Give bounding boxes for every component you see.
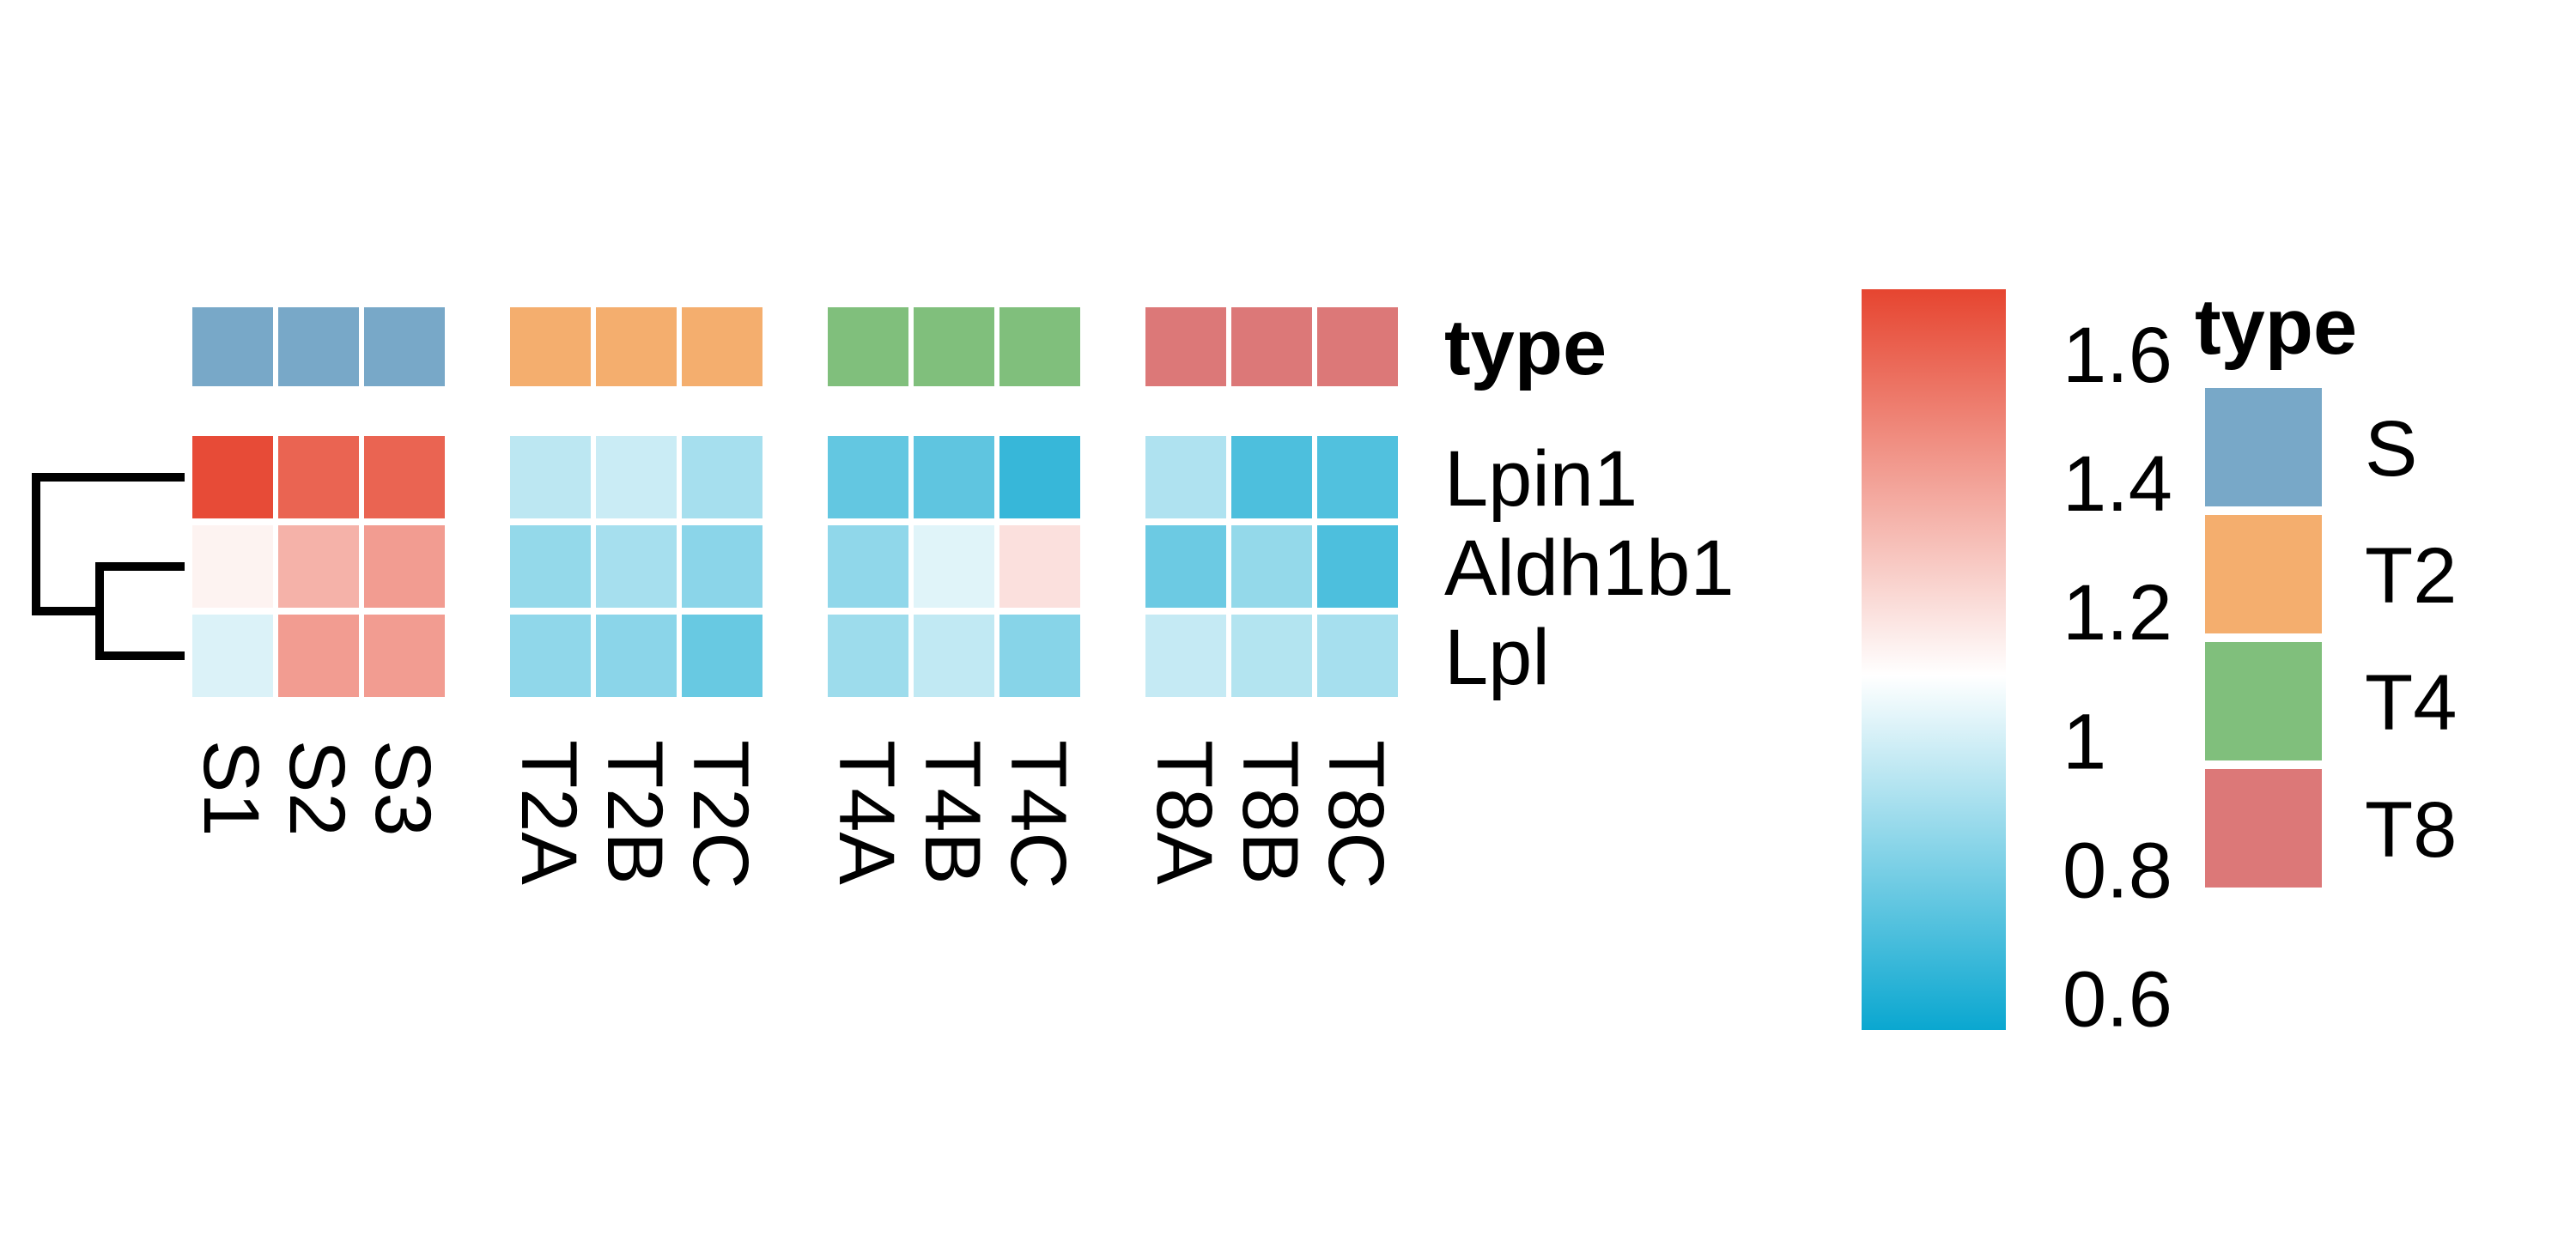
- color-scale-tick-4: 1.4: [2063, 440, 2172, 528]
- legend-label-t2: T2: [2365, 532, 2457, 620]
- annotation-cell-t4b: [914, 307, 994, 386]
- heatmap-cell-lpl-t2b: [596, 615, 677, 697]
- color-scale-tick-1: 0.8: [2063, 827, 2172, 914]
- heatmap-cell-lpin1-t8a: [1145, 436, 1226, 518]
- heatmap-cell-lpl-s2: [278, 615, 359, 697]
- row-label-aldh1b1: Aldh1b1: [1444, 524, 1735, 612]
- column-label-t8b: T8B: [1226, 740, 1314, 885]
- heatmap-cell-aldh1b1-t4b: [914, 525, 994, 608]
- column-label-s1: S1: [187, 740, 275, 837]
- heatmap-cell-lpl-t8b: [1231, 615, 1312, 697]
- column-label-t4a: T4A: [823, 740, 910, 885]
- heatmap-cell-lpin1-t4b: [914, 436, 994, 518]
- annotation-cell-t8a: [1145, 307, 1226, 386]
- color-scale-tick-5: 1.6: [2063, 312, 2172, 399]
- annotation-cell-t2a: [510, 307, 591, 386]
- column-label-s3: S3: [359, 740, 447, 837]
- heatmap-cell-aldh1b1-t4c: [999, 525, 1080, 608]
- heatmap-cell-aldh1b1-t8a: [1145, 525, 1226, 608]
- heatmap-cell-lpl-t8a: [1145, 615, 1226, 697]
- column-label-t4c: T4C: [994, 740, 1082, 889]
- color-scale-tick-3: 1.2: [2063, 569, 2172, 657]
- heatmap-cell-aldh1b1-s2: [278, 525, 359, 608]
- type-legend: type S T2 T4 T8: [2195, 283, 2457, 888]
- heatmap-cell-lpin1-t4c: [999, 436, 1080, 518]
- legend-swatch-t8: [2205, 769, 2322, 888]
- heatmap-cell-aldh1b1-t2a: [510, 525, 591, 608]
- column-label-s2: S2: [273, 740, 361, 837]
- heatmap-cell-aldh1b1-t8c: [1317, 525, 1398, 608]
- column-label-t4b: T4B: [908, 740, 996, 885]
- row-label-lpl: Lpl: [1444, 614, 1550, 701]
- annotation-cell-t2b: [596, 307, 677, 386]
- heatmap-cell-lpl-t4b: [914, 615, 994, 697]
- heatmap-cell-lpin1-s3: [364, 436, 445, 518]
- heatmap-cell-lpin1-t2c: [682, 436, 762, 518]
- heatmap-cell-lpin1-t2b: [596, 436, 677, 518]
- column-label-t2c: T2C: [677, 740, 764, 889]
- heatmap-cell-lpl-s3: [364, 615, 445, 697]
- annotation-cell-t2c: [682, 307, 762, 386]
- legend-label-s: S: [2365, 405, 2417, 493]
- heatmap-cell-lpl-s1: [192, 615, 273, 697]
- column-label-t2a: T2A: [505, 740, 592, 885]
- legend-label-t8: T8: [2365, 786, 2457, 874]
- heatmap-cell-lpin1-t2a: [510, 436, 591, 518]
- dendrogram-branch-inner: [95, 562, 185, 660]
- color-scale-tick-2: 1: [2063, 698, 2106, 785]
- legend-swatch-t2: [2205, 515, 2322, 633]
- heatmap-cell-aldh1b1-t4a: [828, 525, 908, 608]
- heatmap-cell-lpl-t2c: [682, 615, 762, 697]
- annotation-row: [192, 307, 1398, 386]
- heatmap-cell-lpin1-t4a: [828, 436, 908, 518]
- column-label-t2b: T2B: [591, 740, 678, 885]
- annotation-cell-t8c: [1317, 307, 1398, 386]
- heatmap-cell-lpin1-t8b: [1231, 436, 1312, 518]
- heatmap-cell-lpl-t8c: [1317, 615, 1398, 697]
- dendrogram-branch-root: [32, 473, 185, 615]
- annotation-label: type: [1444, 304, 1607, 391]
- heatmap-cell-aldh1b1-s3: [364, 525, 445, 608]
- heatmap-cells: [192, 436, 1398, 697]
- heatmap-cell-lpl-t4a: [828, 615, 908, 697]
- row-dendrogram: [32, 473, 185, 660]
- column-label-t8c: T8C: [1312, 740, 1400, 889]
- legend-title: type: [2195, 283, 2357, 371]
- legend-swatch-t4: [2205, 642, 2322, 760]
- heatmap-cell-lpin1-s2: [278, 436, 359, 518]
- heatmap-cell-aldh1b1-t2c: [682, 525, 762, 608]
- annotation-cell-s2: [278, 307, 359, 386]
- legend-label-t4: T4: [2365, 659, 2457, 747]
- heatmap-cell-aldh1b1-t2b: [596, 525, 677, 608]
- row-label-lpin1: Lpin1: [1444, 435, 1637, 523]
- color-scale-tick-0: 0.6: [2063, 955, 2172, 1043]
- annotation-cell-t4c: [999, 307, 1080, 386]
- heatmap-cell-lpl-t4c: [999, 615, 1080, 697]
- heatmap-cell-lpl-t2a: [510, 615, 591, 697]
- color-scale-bar: [1862, 289, 2006, 1030]
- annotation-cell-t4a: [828, 307, 908, 386]
- color-scale-legend: 0.6 0.8 1 1.2 1.4 1.6: [1862, 289, 2172, 1043]
- column-label-t8a: T8A: [1140, 740, 1228, 885]
- heatmap-cell-lpin1-t8c: [1317, 436, 1398, 518]
- heatmap-cell-aldh1b1-t8b: [1231, 525, 1312, 608]
- heatmap-cell-aldh1b1-s1: [192, 525, 273, 608]
- annotation-cell-s3: [364, 307, 445, 386]
- annotation-cell-s1: [192, 307, 273, 386]
- heatmap-cell-lpin1-s1: [192, 436, 273, 518]
- legend-swatch-s: [2205, 388, 2322, 506]
- annotation-cell-t8b: [1231, 307, 1312, 386]
